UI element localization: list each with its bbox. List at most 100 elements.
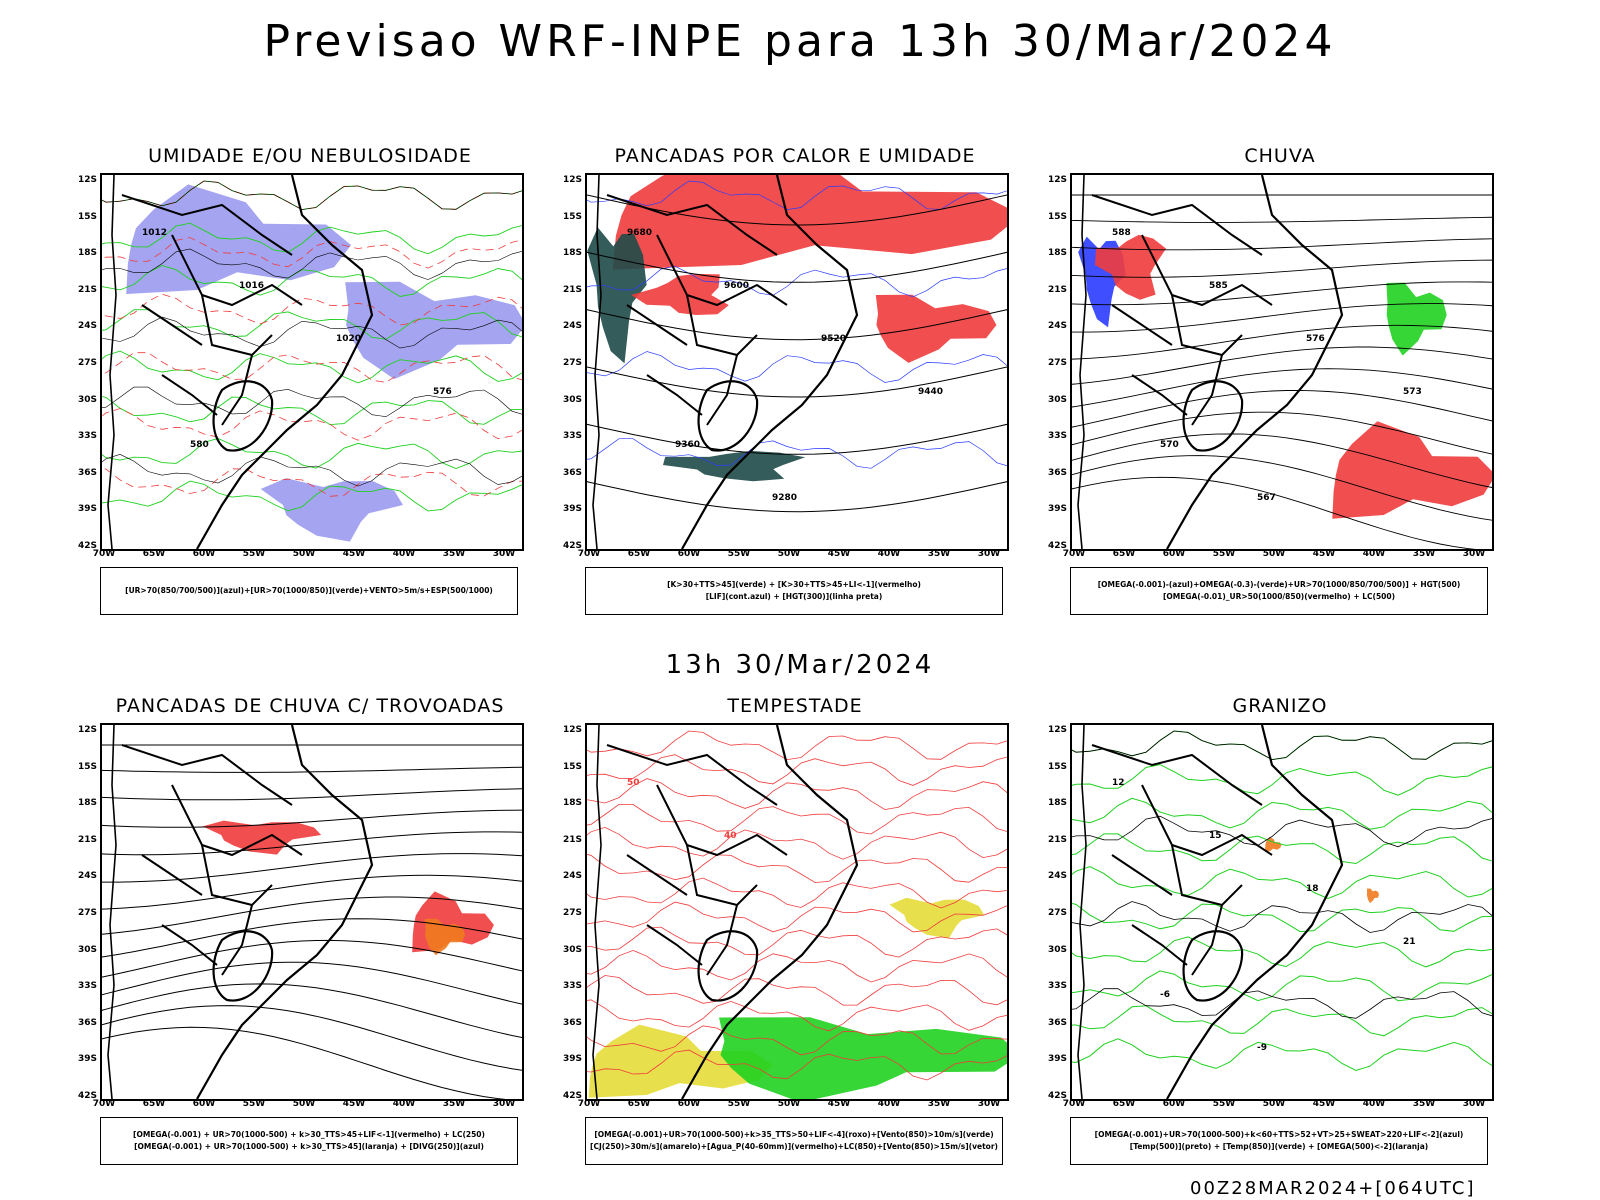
longitude-label: 60W (677, 549, 701, 559)
country-border (121, 194, 293, 256)
longitude-label: 70W (92, 549, 116, 559)
longitude-label: 55W (727, 1099, 751, 1109)
latitude-label: 21S (1047, 834, 1067, 845)
contour-value-label: 12 (1112, 778, 1125, 788)
forecast-map[interactable]: 9680 9600 9520 9440 9360 9280 (585, 173, 1009, 551)
forecast-map[interactable]: 50 40 (585, 723, 1009, 1101)
latitude-axis: 12S 15S 18S 21S 24S 27S 30S 33S 36S 39S 42S (1040, 173, 1070, 551)
forecast-map[interactable] (100, 723, 524, 1101)
contour-line (102, 961, 522, 1005)
longitude-label: 55W (1212, 549, 1236, 559)
contour-line (102, 480, 522, 512)
longitude-label: 35W (1412, 549, 1436, 559)
contour-line (1072, 797, 1492, 830)
uruguay-outline (212, 930, 274, 1002)
country-border (1091, 744, 1263, 806)
contour-line (102, 1005, 522, 1071)
shaded-region (631, 273, 729, 315)
legend-box: [OMEGA(-0.001)+UR>70(1000-500)+k<60+TTS>… (1070, 1117, 1488, 1165)
latitude-label: 24S (1047, 871, 1067, 882)
contour-line (1072, 970, 1492, 1002)
contour-line (587, 438, 1007, 469)
contour-value-label: 1016 (239, 281, 264, 291)
contour-value-label: 9440 (918, 387, 943, 397)
legend-line: [OMEGA(-0.001)-(azul)+OMEGA(-0.3)-(verde… (1097, 580, 1461, 589)
contour-line (102, 222, 522, 255)
contour-line (587, 730, 1007, 761)
contour-value-label: 50 (627, 778, 640, 788)
country-border (141, 854, 203, 896)
longitude-label: 45W (827, 549, 851, 559)
latitude-label: 18S (562, 798, 582, 809)
longitude-axis: 70W 65W 60W 55W 50W 45W 40W 35W 30W (578, 1099, 1009, 1113)
forecast-map[interactable]: 588 585 576 573 570 567 (1070, 173, 1494, 551)
contour-line (587, 481, 1007, 513)
longitude-label: 35W (442, 549, 466, 559)
contour-value-label: 1020 (336, 334, 361, 344)
country-border (1111, 304, 1173, 346)
shaded-region (345, 281, 522, 380)
contour-line (1072, 455, 1492, 521)
longitude-label: 40W (1362, 549, 1386, 559)
contour-line (102, 316, 522, 349)
pacific-coastline (107, 725, 117, 1099)
latitude-label: 18S (1047, 248, 1067, 259)
contour-line (587, 351, 1007, 383)
panel-title: TEMPESTADE (727, 695, 863, 717)
longitude-label: 30W (977, 549, 1001, 559)
contour-value-label: 9600 (724, 281, 749, 291)
contour-line (587, 901, 1007, 933)
latitude-label: 24S (77, 321, 97, 332)
shaded-region (875, 294, 997, 363)
country-border (201, 844, 273, 907)
contour-line (1072, 346, 1492, 385)
contour-line (102, 293, 522, 326)
contour-line (102, 1026, 506, 1099)
contour-line (587, 1025, 1007, 1056)
contour-line (587, 423, 1007, 455)
contour-line (102, 453, 522, 487)
contour-value-label: -9 (1257, 1043, 1267, 1053)
shaded-region (1332, 421, 1492, 519)
longitude-label: 65W (1112, 549, 1136, 559)
panel-pancadas-calor: PANCADAS POR CALOR E UMIDADE 12S 15S 18S 21S… (555, 145, 1035, 635)
contour-line (102, 180, 522, 210)
latitude-label: 27S (562, 908, 582, 918)
longitude-label: 65W (142, 549, 166, 559)
uruguay-outline (697, 380, 759, 452)
main-title: Previsao WRF-INPE para 13h 30/Mar/2024 (263, 16, 1337, 67)
latitude-label: 24S (77, 871, 97, 882)
longitude-label: 55W (242, 549, 266, 559)
latitude-label: 42S (562, 1091, 582, 1101)
latitude-axis: 12S 15S 18S 21S 24S 27S 30S 33S 36S 39S 42S (70, 723, 100, 1101)
longitude-label: 50W (1262, 549, 1286, 559)
country-border (646, 374, 703, 416)
shaded-region (126, 184, 352, 295)
latitude-label: 30S (77, 944, 97, 955)
contour-line (1072, 936, 1492, 968)
longitude-label: 50W (292, 1099, 316, 1109)
contour-line (1072, 833, 1492, 865)
panel-title: GRANIZO (1232, 695, 1328, 717)
longitude-label: 60W (192, 549, 216, 559)
latitude-label: 18S (77, 798, 97, 809)
country-border (656, 784, 788, 857)
pacific-coastline (592, 725, 602, 1099)
contour-line (102, 352, 522, 383)
legend-box: [K>30+TTS>45](verde) + [K>30+TTS>45+LI<-… (585, 567, 1003, 615)
contour-value-label: 576 (1306, 334, 1325, 344)
legend-line: [K>30+TTS>45](verde) + [K>30+TTS>45+LI<-… (667, 580, 921, 589)
forecast-map[interactable]: 12 15 18 21 -6 -9 (1070, 723, 1494, 1101)
longitude-label: 35W (927, 549, 951, 559)
country-border (686, 844, 758, 907)
shaded-region (663, 450, 806, 482)
coastline (681, 725, 859, 1099)
latitude-label: 30S (77, 394, 97, 405)
forecast-map[interactable]: 1012 1016 1020 576 580 (100, 173, 524, 551)
contour-line (1072, 281, 1492, 306)
contour-line (1072, 324, 1492, 360)
longitude-label: 40W (392, 549, 416, 559)
contour-line (587, 999, 1007, 1032)
country-border (706, 354, 738, 426)
latitude-label: 33S (1047, 981, 1067, 992)
